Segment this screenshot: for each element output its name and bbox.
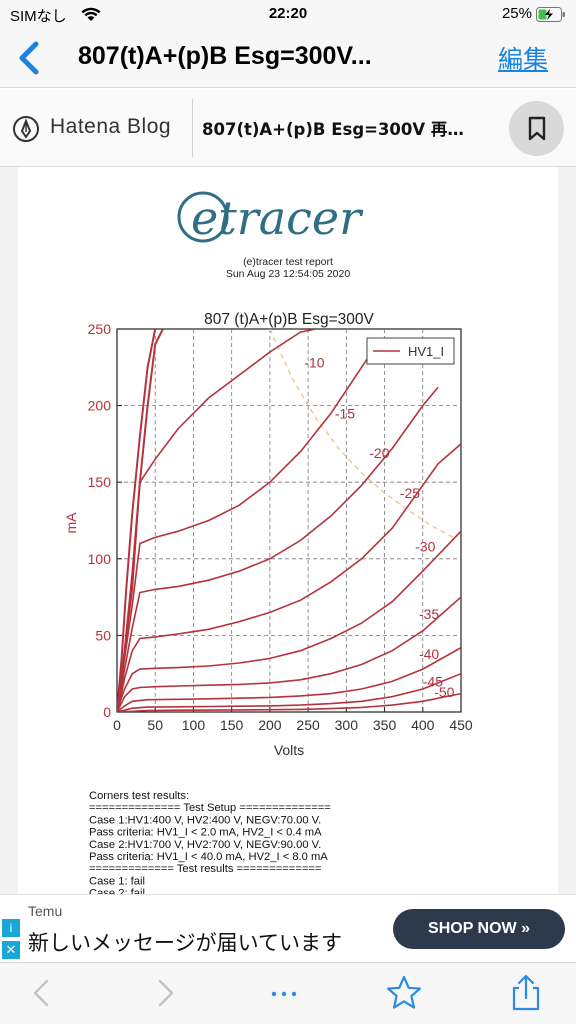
grid-voltage-label: -25 bbox=[400, 485, 420, 501]
x-tick-label: 400 bbox=[411, 717, 435, 733]
report-brand: etracer bbox=[191, 191, 364, 245]
browser-toolbar bbox=[0, 962, 576, 1024]
carrier-label: SIMなし bbox=[10, 8, 67, 25]
pen-nib-icon bbox=[13, 116, 39, 142]
battery-percent: 25% bbox=[501, 5, 532, 22]
plate-curve-series bbox=[117, 329, 157, 712]
x-tick-label: 50 bbox=[147, 717, 163, 733]
report-subtitle: (e)tracer test report bbox=[243, 256, 333, 268]
corners-result-line: Case 2: fail bbox=[89, 888, 145, 894]
back-chevron-icon[interactable] bbox=[12, 38, 48, 78]
wifi-icon bbox=[81, 7, 101, 21]
plate-curve-series bbox=[117, 386, 439, 712]
plate-curve-series bbox=[117, 329, 316, 712]
grid-voltage-label: -35 bbox=[419, 606, 439, 622]
y-axis-label: mA bbox=[63, 512, 79, 534]
x-tick-label: 0 bbox=[113, 717, 121, 733]
plate-curve-series bbox=[117, 692, 461, 712]
corners-test-results: Corners test results:============== Test… bbox=[89, 790, 331, 894]
corners-result-line: Corners test results: bbox=[89, 790, 189, 802]
blog-header: Hatena Blog 807(t)A+(p)B Esg=300V 再… bbox=[0, 89, 576, 167]
x-tick-label: 350 bbox=[373, 717, 397, 733]
y-tick-label: 250 bbox=[88, 321, 112, 337]
plot-area bbox=[116, 328, 462, 713]
x-axis-label: Volts bbox=[274, 742, 304, 758]
x-tick-label: 450 bbox=[449, 717, 473, 733]
corners-result-line: ============== Test Setup ============== bbox=[89, 802, 331, 814]
corners-result-line: Pass criteria: HV1_I < 2.0 mA, HV2_I < 0… bbox=[89, 827, 322, 839]
forward-icon[interactable] bbox=[143, 973, 187, 1013]
x-tick-label: 150 bbox=[220, 717, 244, 733]
post-title[interactable]: 807(t)A+(p)B Esg=300V 再… bbox=[202, 120, 464, 139]
grid-voltage-label: -15 bbox=[335, 405, 355, 421]
etracer-report-image: etracer (e)tracer test report Sun Aug 23… bbox=[18, 167, 558, 894]
ad-message: 新しいメッセージが届いています bbox=[28, 931, 342, 955]
page-title: 807(t)A+(p)B Esg=300V... bbox=[78, 42, 372, 70]
plate-curve-chart: 0 50 100 150 200 250 300 350 400 450 0 50 100 150 200 2… bbox=[88, 321, 473, 733]
report-date: Sun Aug 23 12:54:05 2020 bbox=[226, 268, 351, 280]
hatena-blog-logo[interactable]: Hatena Blog bbox=[12, 111, 187, 145]
etracer-logo-ring bbox=[177, 191, 229, 243]
plate-curve-series bbox=[117, 672, 461, 712]
status-bar: SIMなし 22:20 25% bbox=[0, 0, 576, 28]
grid-voltage-label: -40 bbox=[419, 646, 439, 662]
y-tick-label: 0 bbox=[103, 704, 111, 720]
grid-voltage-label: -10 bbox=[304, 355, 324, 371]
ad-close-icon[interactable]: ✕ bbox=[2, 941, 20, 959]
plate-curve-series bbox=[117, 596, 461, 712]
article-content: etracer (e)tracer test report Sun Aug 23… bbox=[0, 167, 576, 894]
dissipation-limit-curve bbox=[269, 329, 454, 539]
divider bbox=[192, 99, 193, 157]
logo-text: Hatena Blog bbox=[50, 115, 172, 138]
plate-curve-series bbox=[117, 443, 461, 712]
back-icon[interactable] bbox=[20, 973, 64, 1013]
x-tick-label: 200 bbox=[258, 717, 282, 733]
plate-curve-series bbox=[117, 647, 461, 712]
navigation-bar: 807(t)A+(p)B Esg=300V... 編集 bbox=[0, 28, 576, 88]
bookmark-icon bbox=[528, 116, 546, 141]
grid-voltage-label: -50 bbox=[434, 684, 454, 700]
corners-result-line: Pass criteria: HV1_I < 40.0 mA, HV2_I < … bbox=[89, 851, 328, 863]
battery-charging-icon bbox=[536, 7, 565, 22]
grid-voltage-label: -30 bbox=[415, 539, 435, 555]
y-tick-label: 200 bbox=[88, 398, 112, 414]
favorite-star-icon[interactable] bbox=[382, 973, 426, 1013]
ad-brand: Temu bbox=[28, 903, 63, 919]
legend-label: HV1_I bbox=[408, 344, 444, 359]
clock: 22:20 bbox=[268, 5, 308, 22]
grid-voltage-label: -20 bbox=[369, 445, 389, 461]
more-icon[interactable] bbox=[262, 973, 306, 1013]
x-tick-label: 100 bbox=[182, 717, 206, 733]
bookmark-button[interactable] bbox=[509, 101, 564, 156]
share-icon[interactable] bbox=[504, 973, 548, 1013]
plate-curve-series bbox=[117, 530, 461, 712]
x-tick-label: 250 bbox=[296, 717, 320, 733]
y-tick-label: 150 bbox=[88, 474, 112, 490]
corners-result-line: Case 1:HV1:400 V, HV2:400 V, NEGV:70.00 … bbox=[89, 814, 321, 826]
shop-now-button[interactable]: SHOP NOW » bbox=[393, 909, 565, 949]
plate-curve-series bbox=[117, 343, 378, 712]
x-tick-label: 300 bbox=[335, 717, 359, 733]
edit-button[interactable]: 編集 bbox=[497, 45, 548, 74]
corners-result-line: Case 1: fail bbox=[89, 875, 145, 887]
corners-result-line: ============= Test results ============= bbox=[89, 863, 321, 875]
chart-title: 807 (t)A+(p)B Esg=300V bbox=[204, 311, 374, 328]
ad-info-icon[interactable]: i bbox=[2, 919, 20, 937]
y-tick-label: 100 bbox=[88, 551, 112, 567]
grid-voltage-label: -45 bbox=[423, 673, 443, 689]
corners-result-line: Case 2:HV1:700 V, HV2:700 V, NEGV:90.00 … bbox=[89, 839, 321, 851]
y-tick-label: 50 bbox=[95, 627, 111, 643]
ad-banner[interactable]: i ✕ Temu 新しいメッセージが届いています SHOP NOW » bbox=[0, 894, 576, 962]
